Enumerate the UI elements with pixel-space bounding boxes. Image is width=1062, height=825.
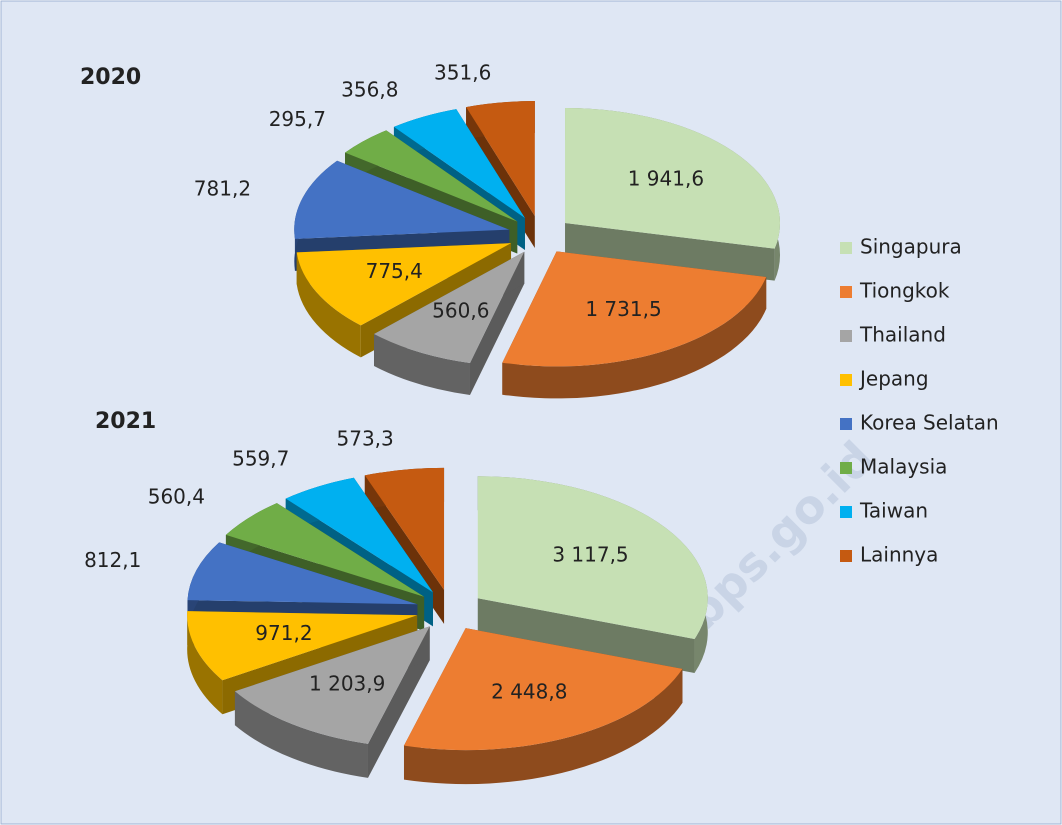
data-label: 560,6 <box>432 298 489 322</box>
data-label: 812,1 <box>84 548 141 572</box>
slice <box>502 251 767 367</box>
data-label: 559,7 <box>232 447 289 471</box>
data-label: 971,2 <box>255 621 312 645</box>
slice <box>403 628 683 751</box>
slice <box>187 611 418 681</box>
slice <box>294 160 510 239</box>
legend-label: Singapura <box>860 235 962 259</box>
legend-label: Korea Selatan <box>860 411 999 435</box>
data-label: 356,8 <box>341 78 398 102</box>
legend-swatch <box>840 374 852 386</box>
legend-swatch <box>840 506 852 518</box>
data-label: 1 203,9 <box>309 672 385 696</box>
data-label: 781,2 <box>194 176 251 200</box>
slice <box>187 542 418 605</box>
legend-swatch <box>840 286 852 298</box>
data-label: 351,6 <box>434 61 491 85</box>
chart-title: 2021 <box>95 409 156 434</box>
slice <box>477 476 708 640</box>
slice <box>374 251 525 363</box>
legend-swatch <box>840 418 852 430</box>
slice <box>234 626 430 744</box>
slice <box>466 101 535 217</box>
slice <box>393 109 525 219</box>
data-label: 1 941,6 <box>628 167 704 191</box>
legend-swatch <box>840 462 852 474</box>
legend-label: Lainnya <box>860 543 938 567</box>
legend-label: Jepang <box>858 367 929 391</box>
slice <box>225 503 425 597</box>
slice-side <box>403 668 683 785</box>
slice <box>565 108 781 249</box>
legend-swatch <box>840 242 852 254</box>
chart-title: 2020 <box>80 65 141 90</box>
data-label: 775,4 <box>366 259 423 283</box>
legend-swatch <box>840 330 852 342</box>
slice-side <box>565 223 775 281</box>
legend-swatch <box>840 550 852 562</box>
data-label: 1 731,5 <box>585 297 661 321</box>
legend-label: Tiongkok <box>859 279 950 303</box>
slice-side <box>234 691 368 778</box>
slice <box>345 130 518 222</box>
slice-side <box>296 252 361 358</box>
slice <box>296 243 512 326</box>
slice-side <box>374 333 470 395</box>
legend-label: Taiwan <box>859 499 928 523</box>
data-label: 560,4 <box>148 485 205 509</box>
slice-side <box>477 598 695 674</box>
slice <box>364 467 445 590</box>
slice-side <box>187 611 223 715</box>
data-label: 2 448,8 <box>491 680 567 704</box>
legend-label: Thailand <box>859 323 946 347</box>
legend-label: Malaysia <box>860 455 947 479</box>
data-label: 3 117,5 <box>552 542 628 566</box>
slice-side <box>502 277 767 399</box>
data-label: 295,7 <box>269 107 326 131</box>
data-label: 573,3 <box>337 426 394 450</box>
slice <box>285 477 434 593</box>
